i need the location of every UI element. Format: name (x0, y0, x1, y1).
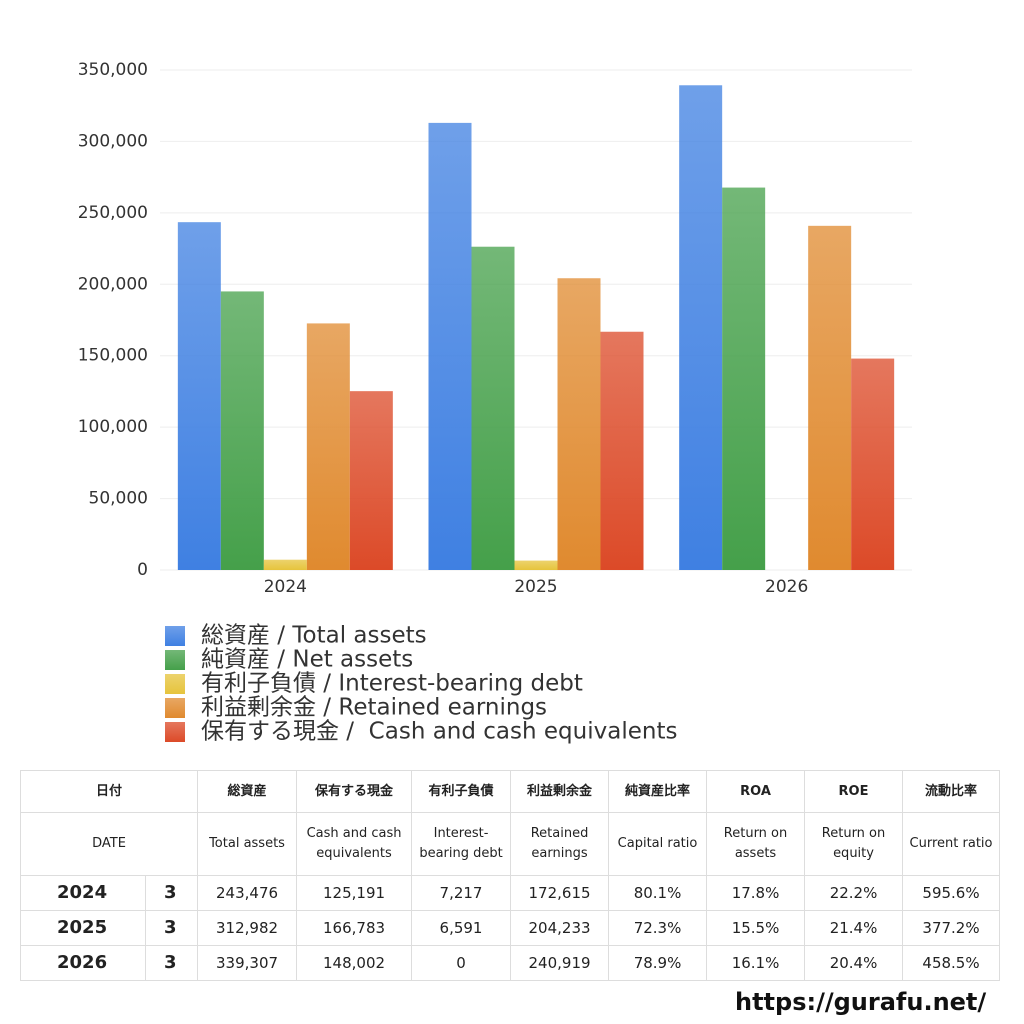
table-cell: 総資産 (197, 770, 298, 813)
table-cell: Capital ratio (608, 812, 708, 876)
table-cell: 595.6% (902, 875, 1001, 911)
table-cell: 2025 (20, 910, 146, 946)
table-cell: Retained earnings (510, 812, 610, 876)
bar (263, 559, 307, 570)
table-cell: 保有する現金 (296, 770, 413, 813)
table-cell: 240,919 (510, 945, 610, 981)
y-tick-label: 100,000 (78, 417, 148, 437)
bar (600, 331, 644, 570)
bar (808, 225, 852, 570)
bar (177, 222, 221, 571)
table-cell: 7,217 (411, 875, 512, 911)
data-row: 2025 3 312,982 166,783 6,591 204,233 72.3% 15.5… (20, 910, 1001, 946)
legend-swatch (165, 650, 185, 670)
y-tick-label: 150,000 (78, 346, 148, 366)
x-tick-label: 2024 (264, 577, 307, 597)
legend-swatch (165, 722, 185, 742)
table-cell: 21.4% (804, 910, 904, 946)
data-row: 2024 3 243,476 125,191 7,217 172,615 80.1% 17.8… (20, 875, 1001, 911)
table-cell: 利益剰余金 (510, 770, 610, 813)
table-cell: 20.4% (804, 945, 904, 981)
table-cell: 2024 (20, 875, 146, 911)
table-cell: 148,002 (296, 945, 413, 981)
bar (514, 560, 558, 570)
data-row: 2026 3 339,307 148,002 0 240,919 78.9% 16.1% 20.… (20, 945, 1001, 981)
table-cell: Return on equity (804, 812, 904, 876)
legend-label: 総資産 / Total assets (201, 623, 427, 649)
table-cell: Current ratio (902, 812, 1001, 876)
table-cell: 339,307 (197, 945, 298, 981)
x-tick-label: 2025 (514, 577, 557, 597)
table-cell: 3 (144, 945, 199, 981)
table-cell: 377.2% (902, 910, 1001, 946)
header-row: 日付 総資産 保有する現金 有利子負債 利益剰余金 純資産比率 ROA ROE 流動比率 (19, 770, 1001, 813)
table-cell: 172,615 (510, 875, 610, 911)
table-cell: 6,591 (411, 910, 512, 946)
table-cell: ROE (804, 770, 904, 813)
table-cell: 日付 (19, 770, 199, 813)
table-cell: 78.9% (608, 945, 708, 981)
table-cell: 22.2% (804, 875, 904, 911)
table-cell: Cash and cash equivalents (296, 812, 413, 876)
table-cell: Return on assets (706, 812, 806, 876)
legend-label: 有利子負債 / Interest-bearing debt (201, 671, 583, 697)
legend-label: 利益剰余金 / Retained earnings (201, 695, 547, 721)
chart: 0 50,000 100,000 150,000 200,000 250,000 300,0… (78, 60, 912, 745)
header-row: DATE Total assets Cash and cash equivalent… (19, 812, 1001, 876)
table-cell: 72.3% (608, 910, 708, 946)
y-tick-label: 50,000 (89, 489, 148, 509)
bar (471, 246, 515, 570)
table-cell: 166,783 (296, 910, 413, 946)
bar (220, 291, 264, 570)
table-cell: Total assets (197, 812, 298, 876)
table-cell: ROA (706, 770, 806, 813)
table-cell: Interest-bearing debt (411, 812, 512, 876)
table-cell: 0 (411, 945, 512, 981)
y-tick-label: 300,000 (78, 131, 148, 151)
table-cell: 純資産比率 (608, 770, 708, 813)
y-tick-label: 0 (137, 560, 148, 580)
table-cell: 流動比率 (902, 770, 1001, 813)
table-cell: 2026 (20, 945, 146, 981)
bar (428, 122, 472, 570)
table-cell: 15.5% (706, 910, 806, 946)
bar (679, 85, 723, 571)
table-cell: 458.5% (902, 945, 1001, 981)
legend-label: 保有する現金 / Cash and cash equivalents (201, 719, 677, 745)
table-cell: 80.1% (608, 875, 708, 911)
bar (851, 358, 895, 570)
x-tick-label: 2026 (765, 577, 808, 597)
bar (306, 323, 350, 570)
table-cell: 204,233 (510, 910, 610, 946)
table-cell: 17.8% (706, 875, 806, 911)
legend-swatch (165, 626, 185, 646)
table-cell: 有利子負債 (411, 770, 512, 813)
table-cell: 3 (144, 910, 199, 946)
bar (722, 187, 766, 571)
legend-swatch (165, 698, 185, 718)
y-tick-label: 200,000 (78, 274, 148, 294)
table-cell: 312,982 (197, 910, 298, 946)
table-cell: DATE (19, 812, 199, 876)
bar (349, 391, 393, 570)
bar (557, 278, 601, 570)
y-tick-label: 250,000 (78, 203, 148, 223)
legend-swatch (165, 674, 185, 694)
table-cell: 243,476 (197, 875, 298, 911)
y-tick-label: 350,000 (78, 60, 148, 80)
data-table: 日付 総資産 保有する現金 有利子負債 利益剰余金 純資産比率 ROA ROE 流動比率 DATE… (19, 770, 1001, 981)
table-cell: 16.1% (706, 945, 806, 981)
legend-label: 純資産 / Net assets (201, 647, 413, 673)
footer-url: https://gurafu.net/ (735, 988, 987, 1016)
table-cell: 125,191 (296, 875, 413, 911)
table-cell: 3 (144, 875, 199, 911)
